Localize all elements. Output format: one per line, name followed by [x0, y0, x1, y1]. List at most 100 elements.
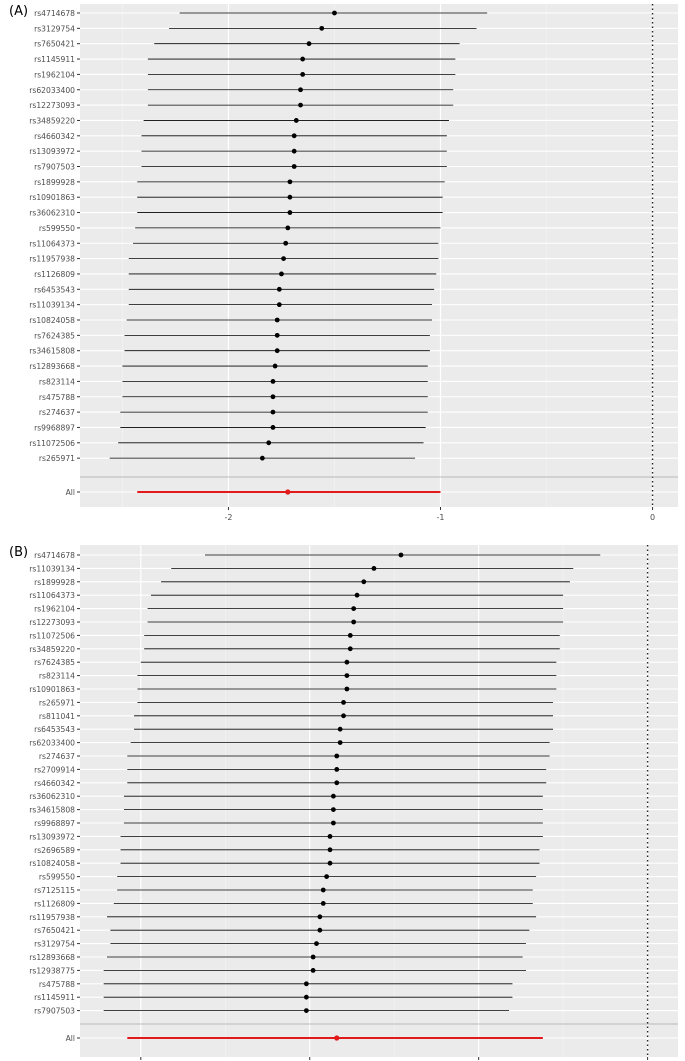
- point-estimate: [319, 25, 325, 31]
- y-tick-label: rs34615808: [29, 806, 75, 815]
- x-tick-label: 0: [650, 513, 655, 522]
- point-estimate: [344, 686, 350, 692]
- y-tick-label: rs6453543: [34, 285, 75, 294]
- y-tick-label: rs1962104: [34, 605, 75, 614]
- point-estimate: [285, 225, 291, 231]
- point-estimate: [274, 317, 280, 323]
- point-estimate: [270, 409, 276, 415]
- y-tick-label: rs599550: [39, 224, 75, 233]
- y-tick-label: rs475788: [39, 393, 75, 402]
- y-tick-label-summary: All: [66, 488, 75, 497]
- point-estimate: [334, 767, 340, 772]
- y-tick-label: rs11064373: [29, 239, 75, 248]
- y-tick-label: rs11072506: [29, 631, 75, 640]
- point-estimate: [341, 700, 346, 705]
- y-tick-label: rs274637: [39, 408, 75, 417]
- y-tick-label: rs6453543: [34, 725, 75, 734]
- point-estimate: [293, 118, 299, 123]
- y-tick-label: rs7624385: [34, 331, 75, 340]
- y-tick-label: rs9968897: [34, 819, 75, 828]
- y-tick-label: rs2709914: [34, 765, 75, 774]
- point-estimate: [274, 332, 280, 338]
- point-estimate: [259, 455, 265, 461]
- y-tick-label: rs10824058: [29, 316, 75, 325]
- y-tick-label: rs7650421: [34, 40, 75, 49]
- y-tick-label: rs3129754: [34, 24, 75, 33]
- y-tick-label: rs13093972: [29, 832, 75, 841]
- y-tick-label: rs11039134: [29, 564, 75, 573]
- y-tick-label: rs7650421: [34, 926, 75, 935]
- point-estimate: [332, 10, 337, 16]
- point-estimate: [354, 592, 360, 598]
- point-estimate: [274, 348, 280, 354]
- point-estimate: [351, 606, 357, 611]
- y-tick-label: rs11039134: [29, 301, 75, 310]
- y-tick-label: rs1126809: [34, 270, 75, 279]
- point-estimate: [291, 148, 297, 154]
- y-tick-label: rs7907503: [34, 1007, 75, 1016]
- point-estimate: [270, 394, 276, 400]
- point-estimate: [276, 302, 282, 308]
- y-tick-label: rs12273093: [29, 618, 75, 627]
- point-estimate: [330, 807, 336, 812]
- point-estimate: [279, 271, 284, 277]
- y-tick-label: rs4660342: [34, 132, 75, 141]
- point-estimate: [300, 72, 306, 77]
- point-estimate: [344, 659, 350, 665]
- y-tick-label: rs265971: [39, 454, 75, 463]
- point-estimate: [347, 646, 353, 652]
- y-tick-label: rs811041: [39, 712, 75, 721]
- y-tick-label: rs1145911: [34, 55, 75, 64]
- point-estimate: [320, 887, 326, 893]
- forest-plot-b-svg: rs4714678 rs11039134 rs1899928 rs11064373 rs…: [29, 545, 678, 1060]
- point-estimate: [314, 941, 319, 946]
- y-tick-label: rs36062310: [29, 209, 75, 218]
- y-tick-label: rs34859220: [29, 645, 75, 654]
- point-estimate: [298, 87, 303, 93]
- point-estimate: [334, 780, 340, 786]
- y-tick-label: rs10901863: [29, 193, 75, 202]
- y-tick-label: rs274637: [39, 752, 75, 761]
- y-tick-label: rs1145911: [34, 993, 75, 1002]
- point-estimate: [310, 954, 316, 960]
- point-estimate: [398, 552, 404, 558]
- point-estimate: [287, 179, 293, 185]
- point-estimate: [317, 914, 323, 920]
- y-tick-label: rs265971: [39, 698, 75, 707]
- y-tick-label: rs599550: [39, 873, 75, 882]
- point-estimate: [337, 726, 343, 732]
- y-tick-label: rs11064373: [29, 591, 75, 600]
- point-estimate: [371, 566, 377, 571]
- point-estimate: [351, 619, 357, 625]
- y-tick-label: rs62033400: [29, 739, 75, 748]
- point-estimate: [270, 425, 276, 430]
- point-estimate: [334, 753, 340, 759]
- y-tick-label: rs1899928: [34, 578, 75, 587]
- y-tick-label: rs2696589: [34, 846, 75, 855]
- point-estimate: [303, 981, 309, 987]
- y-tick-label: rs34615808: [29, 347, 75, 356]
- point-estimate: [344, 673, 350, 678]
- x-tick-label: -1: [437, 513, 445, 522]
- point-estimate: [287, 210, 293, 215]
- point-estimate: [341, 713, 346, 719]
- y-tick-label: rs62033400: [29, 86, 75, 95]
- y-tick-label: rs34859220: [29, 116, 75, 125]
- y-tick-label: rs7125115: [34, 886, 75, 895]
- forest-plot-a: rs4714678 rs3129754 rs7650421 rs1145911 rs19…: [0, 0, 685, 525]
- y-tick-label: rs12273093: [29, 101, 75, 110]
- point-estimate: [330, 820, 336, 826]
- point-estimate: [303, 1008, 309, 1013]
- summary-estimate: [285, 489, 291, 495]
- panel-label-b: (B): [9, 545, 29, 560]
- point-estimate: [298, 102, 303, 108]
- y-tick-label: rs12893668: [29, 953, 75, 962]
- x-tick-label: -2: [224, 513, 232, 522]
- y-tick-label: rs11957938: [29, 255, 75, 264]
- point-estimate: [330, 793, 336, 799]
- y-tick-label: rs10824058: [29, 859, 75, 868]
- y-tick-label: rs475788: [39, 980, 75, 989]
- point-estimate: [361, 579, 367, 585]
- point-estimate: [303, 994, 309, 1000]
- y-tick-label: rs13093972: [29, 147, 75, 156]
